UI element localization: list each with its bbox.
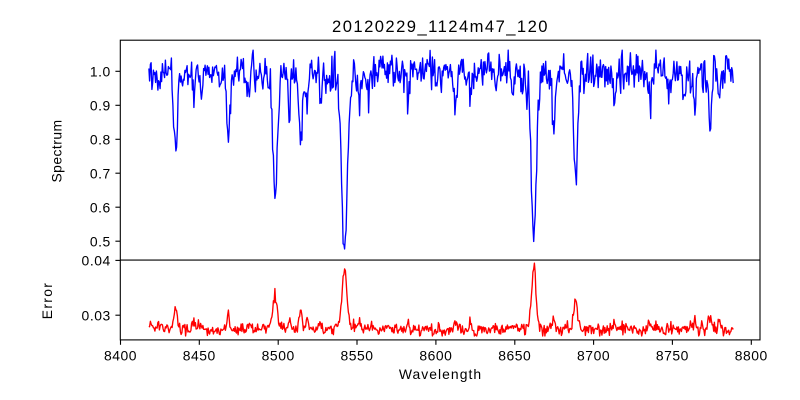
svg-text:8500: 8500 bbox=[262, 348, 295, 364]
svg-text:0.5: 0.5 bbox=[90, 233, 111, 249]
svg-text:0.8: 0.8 bbox=[90, 132, 111, 148]
svg-text:8650: 8650 bbox=[498, 348, 531, 364]
svg-text:0.6: 0.6 bbox=[90, 199, 111, 215]
svg-text:Wavelength: Wavelength bbox=[399, 366, 482, 382]
svg-text:20120229_1124m47_120: 20120229_1124m47_120 bbox=[332, 17, 549, 36]
svg-text:8800: 8800 bbox=[735, 348, 768, 364]
svg-text:0.9: 0.9 bbox=[90, 98, 111, 114]
svg-text:8550: 8550 bbox=[340, 348, 373, 364]
svg-text:1.0: 1.0 bbox=[90, 64, 111, 80]
svg-text:0.04: 0.04 bbox=[82, 253, 111, 269]
svg-text:8400: 8400 bbox=[104, 348, 137, 364]
svg-text:0.7: 0.7 bbox=[90, 165, 111, 181]
svg-text:8600: 8600 bbox=[419, 348, 452, 364]
svg-text:8700: 8700 bbox=[577, 348, 610, 364]
svg-text:0.03: 0.03 bbox=[82, 307, 111, 323]
svg-text:Spectrum: Spectrum bbox=[49, 119, 65, 182]
svg-text:8750: 8750 bbox=[656, 348, 689, 364]
svg-text:8450: 8450 bbox=[183, 348, 216, 364]
svg-text:Error: Error bbox=[39, 282, 55, 319]
